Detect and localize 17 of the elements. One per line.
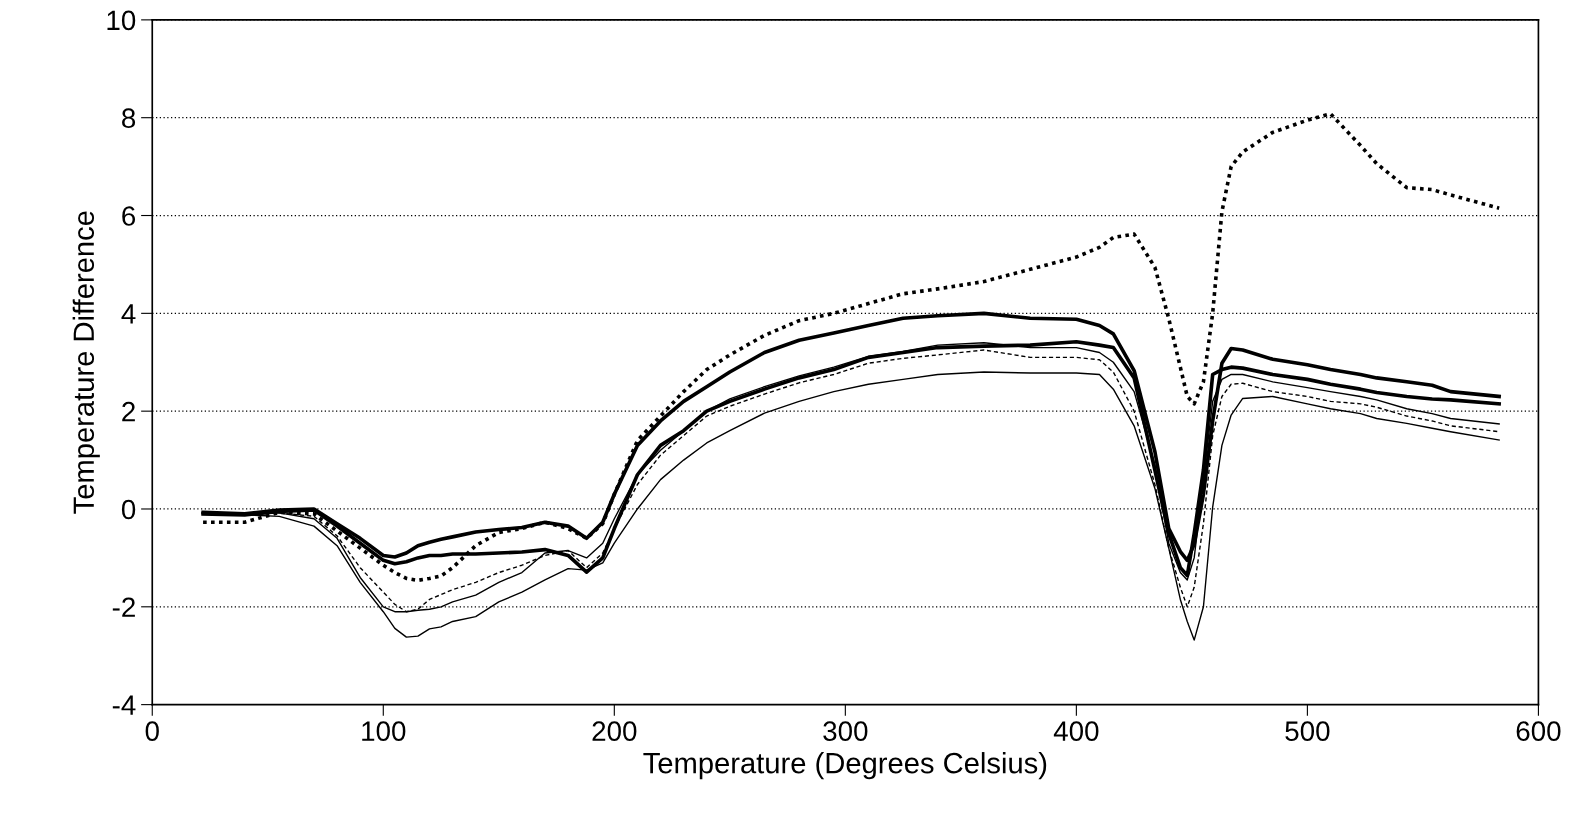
- y-tick-label: 4: [121, 304, 136, 324]
- y-tick-label: -2: [112, 597, 135, 617]
- x-tick-label: 600: [1516, 721, 1561, 741]
- x-tick-label: 0: [145, 721, 159, 741]
- x-tick-label: 500: [1285, 721, 1330, 741]
- x-tick-label: 100: [362, 721, 406, 741]
- y-tick-label: 2: [122, 401, 135, 422]
- x-tick-label: 400: [1053, 721, 1099, 741]
- y-axis-title: Temperature Difference: [72, 211, 100, 514]
- y-tick-label: 0: [121, 499, 136, 520]
- y-tick-label: 10: [107, 10, 136, 31]
- x-tick-label: 300: [823, 721, 868, 741]
- x-tick-label: 200: [592, 721, 637, 741]
- x-axis-title: Temperature (Degrees Celsius): [643, 752, 1047, 780]
- y-tick-label: 8: [122, 108, 136, 129]
- y-tick-label: 6: [122, 206, 136, 226]
- y-tick-label: -4: [112, 695, 136, 715]
